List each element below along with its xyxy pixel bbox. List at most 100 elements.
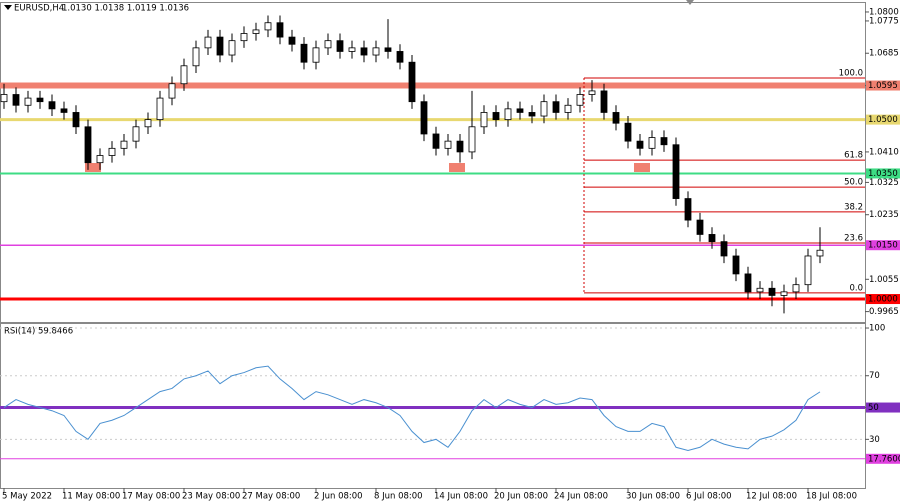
candle-body [24, 97, 32, 106]
x-tick-label: 18 Jul 08:00 [806, 492, 857, 502]
candle-body [732, 255, 740, 275]
candle-body [504, 108, 512, 121]
candle-body [252, 29, 260, 34]
level-label: 50 [868, 403, 879, 413]
candle-body [480, 112, 488, 128]
candle-body [516, 108, 524, 113]
candle-body [420, 101, 428, 135]
level-label: 17.7600 [868, 454, 900, 464]
candle-body [96, 155, 104, 164]
x-tick-label: 8 Jun 08:00 [374, 492, 423, 502]
y-tick-label: 1.0800 [869, 7, 899, 17]
candle-body [612, 112, 620, 124]
x-tick-label: 11 May 08:00 [62, 492, 120, 502]
level-label: 1.0595 [868, 81, 898, 91]
candle-body [204, 36, 212, 49]
candle-body [624, 122, 632, 142]
candle-body [720, 241, 728, 257]
candle-body [240, 33, 248, 42]
y-tick-label: 100 [869, 324, 885, 334]
candle-body [60, 108, 68, 113]
symbol: EURUSD,H4 [14, 4, 64, 14]
candle-body [468, 126, 476, 153]
candle-body [348, 47, 356, 52]
candle-body [708, 234, 716, 243]
level-label: 1.0500 [868, 115, 898, 125]
candle-body [12, 94, 20, 106]
candle-body [192, 47, 200, 67]
candle-body [72, 112, 80, 128]
candle-body [36, 97, 44, 103]
zone [449, 163, 465, 172]
shift-marker [686, 0, 694, 5]
candle-body [816, 249, 824, 257]
level-label-box [866, 80, 900, 91]
x-tick-label: 2 Jun 08:00 [314, 492, 363, 502]
candle-body [696, 219, 704, 235]
x-tick-label: 27 May 08:00 [242, 492, 300, 502]
candle-body [396, 51, 404, 63]
candle-body [324, 40, 332, 49]
y-tick-label: 1.0775 [869, 16, 899, 26]
candle-body [216, 36, 224, 56]
fib-label: 23.6 [844, 234, 863, 244]
candle-body [312, 47, 320, 63]
candle-body [780, 291, 788, 296]
menu-arrow[interactable] [4, 5, 12, 10]
candle-body [48, 101, 56, 110]
candle-body [384, 47, 392, 52]
fib-label: 38.2 [844, 202, 863, 212]
candle-body [456, 140, 464, 153]
candle-body [288, 36, 296, 45]
level-label: 1.0000 [868, 295, 898, 305]
fib-label: 0.0 [849, 283, 863, 293]
x-tick-label: 23 May 08:00 [182, 492, 240, 502]
candle-body [684, 198, 692, 221]
x-tick-label: 17 May 08:00 [122, 492, 180, 502]
y-tick-label: 30 [869, 435, 880, 445]
candle-body [276, 22, 284, 38]
candle-body [636, 140, 644, 149]
x-tick-label: 20 Jun 08:00 [494, 492, 548, 502]
candle-body [156, 97, 164, 121]
candle-body [408, 61, 416, 103]
candle-body [648, 137, 656, 149]
candle-body [0, 94, 8, 103]
candle-body [744, 273, 752, 293]
candle-body [84, 126, 92, 164]
x-tick-label: 6 Jul 08:00 [686, 492, 732, 502]
y-tick-label: 0.9965 [869, 307, 899, 317]
level-label: 1.0350 [868, 169, 898, 179]
candle-body [300, 43, 308, 63]
fib-label: 100.0 [839, 68, 863, 78]
level-label-box [866, 294, 900, 305]
candle-body [528, 112, 536, 117]
candle-body [660, 137, 668, 146]
candle-body [168, 83, 176, 99]
x-tick-label: 12 Jul 08:00 [746, 492, 797, 502]
level-label-box [866, 402, 900, 413]
candle-body [600, 90, 608, 113]
candle-body [792, 284, 800, 293]
candle-body [108, 147, 116, 156]
candle-body [336, 40, 344, 52]
candle-body [804, 255, 812, 286]
fib-label: 50.0 [844, 178, 863, 188]
candle-body [360, 47, 368, 56]
level-label-box [866, 240, 900, 251]
x-tick-label: 30 Jun 08:00 [626, 492, 680, 502]
candle-body [672, 144, 680, 199]
zone [634, 163, 650, 172]
y-tick-label: 1.0325 [869, 178, 899, 188]
fib-label: 61.8 [844, 151, 863, 161]
candle-body [576, 94, 584, 106]
candle-body [180, 65, 188, 85]
y-tick-label: 70 [869, 371, 880, 381]
candle-body [492, 112, 500, 121]
candle-body [564, 104, 572, 113]
y-tick-label: 1.0685 [869, 49, 899, 59]
candle-body [264, 22, 272, 31]
x-tick-label: 14 Jun 08:00 [434, 492, 488, 502]
candle-body [144, 119, 152, 128]
